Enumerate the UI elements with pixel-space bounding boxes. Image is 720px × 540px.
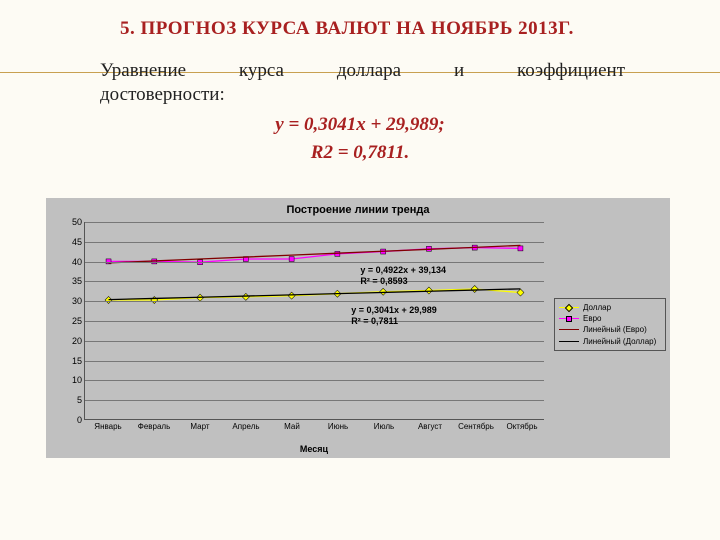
chart-plot-area: 05101520253035404550ЯнварьФевральМартАпр… (84, 222, 544, 420)
trend-chart: Построение линии тренда 0510152025303540… (46, 198, 670, 458)
gridline (85, 301, 544, 302)
chart-title: Построение линии тренда (46, 204, 670, 216)
gridline (85, 321, 544, 322)
gridline (85, 361, 544, 362)
xtick-label: Сентябрь (458, 419, 494, 431)
chart-legend: ДолларЕвроЛинейный (Евро)Линейный (Долла… (554, 298, 666, 351)
legend-item: Евро (559, 313, 661, 324)
gridline (85, 222, 544, 223)
gridline (85, 281, 544, 282)
ytick-label: 40 (61, 257, 85, 267)
ytick-label: 30 (61, 296, 85, 306)
trend-equation-label: y = 0,4922x + 39,134R² = 0,8593 (360, 265, 446, 287)
subtitle-line2: достоверности: (100, 84, 225, 106)
ytick-label: 10 (61, 375, 85, 385)
ytick-label: 0 (61, 415, 85, 425)
xtick-label: Апрель (232, 419, 259, 431)
subtitle-line1: Уравнение курса доллара и коэффициент (100, 58, 625, 84)
ytick-label: 45 (61, 237, 85, 247)
legend-item: Линейный (Доллар) (559, 336, 661, 347)
chart-xlabel: Месяц (84, 444, 544, 454)
ytick-label: 50 (61, 217, 85, 227)
xtick-label: Июль (374, 419, 394, 431)
xtick-label: Август (418, 419, 442, 431)
xtick-label: Июнь (328, 419, 348, 431)
ytick-label: 35 (61, 276, 85, 286)
ytick-label: 15 (61, 356, 85, 366)
legend-item: Линейный (Евро) (559, 324, 661, 335)
page-title: 5. ПРОГНОЗ КУРСА ВАЛЮТ НА НОЯБРЬ 2013Г. (120, 18, 640, 40)
xtick-label: Март (190, 419, 209, 431)
ytick-label: 25 (61, 316, 85, 326)
xtick-label: Май (284, 419, 300, 431)
gridline (85, 242, 544, 243)
legend-item: Доллар (559, 302, 661, 313)
equation-1: y = 0,3041x + 29,989; (0, 114, 720, 136)
gridline (85, 380, 544, 381)
gridline (85, 262, 544, 263)
xtick-label: Февраль (138, 419, 171, 431)
gridline (85, 400, 544, 401)
gridline (85, 341, 544, 342)
xtick-label: Январь (94, 419, 121, 431)
ytick-label: 5 (61, 395, 85, 405)
xtick-label: Октябрь (506, 419, 537, 431)
equation-2: R2 = 0,7811. (0, 142, 720, 164)
trend-equation-label: y = 0,3041x + 29,989R² = 0,7811 (351, 305, 437, 327)
ytick-label: 20 (61, 336, 85, 346)
